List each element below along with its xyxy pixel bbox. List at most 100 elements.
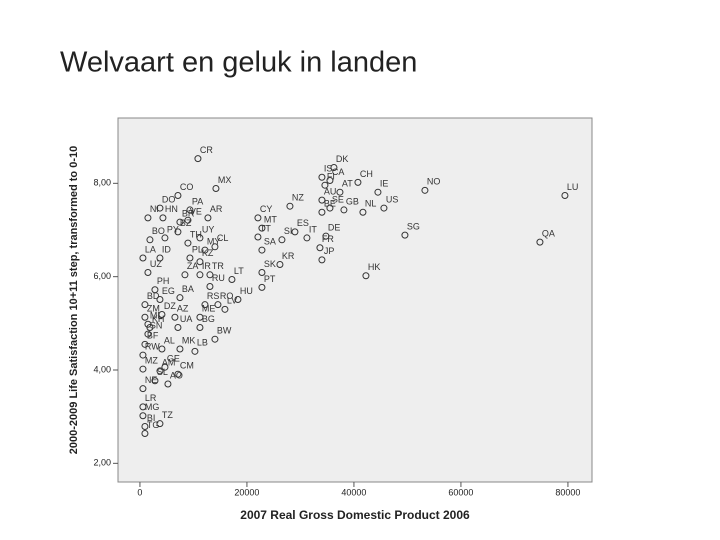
point xyxy=(286,202,294,210)
point-label: AM xyxy=(162,357,176,367)
point-label: AU xyxy=(324,187,337,197)
point xyxy=(151,286,159,294)
point xyxy=(401,231,409,239)
point xyxy=(211,335,219,343)
point xyxy=(303,234,311,242)
point xyxy=(161,363,169,371)
point xyxy=(206,282,214,290)
point xyxy=(336,188,344,196)
point xyxy=(228,275,236,283)
point-label: UY xyxy=(202,224,215,234)
point xyxy=(201,246,209,254)
point xyxy=(174,370,182,378)
point xyxy=(144,320,152,328)
point-label: RU xyxy=(212,273,225,283)
point xyxy=(326,177,334,185)
point xyxy=(196,324,204,332)
point-label: PT xyxy=(264,274,276,284)
point xyxy=(206,271,214,279)
point xyxy=(330,163,338,171)
point xyxy=(181,271,189,279)
point xyxy=(176,294,184,302)
point xyxy=(174,228,182,236)
point xyxy=(174,324,182,332)
chart-title: Welvaart en geluk in landen xyxy=(60,47,417,79)
x-tick-label: 0 xyxy=(137,487,142,497)
point xyxy=(374,188,382,196)
point-label: BO xyxy=(152,226,165,236)
point xyxy=(139,403,147,411)
point xyxy=(201,301,209,309)
point xyxy=(212,184,220,192)
point xyxy=(318,196,326,204)
point-label: MK xyxy=(182,335,196,345)
point-label: BG xyxy=(202,314,215,324)
point-label: NO xyxy=(427,177,441,187)
point xyxy=(196,313,204,321)
point-label: BW xyxy=(217,326,232,336)
point-label: BZ xyxy=(180,218,192,228)
point xyxy=(362,272,370,280)
point xyxy=(184,239,192,247)
y-tick-label: 6,00 xyxy=(93,271,111,281)
point-label: HN xyxy=(165,204,178,214)
point xyxy=(254,214,262,222)
point-label: HU xyxy=(240,286,253,296)
point-label: MT xyxy=(264,215,277,225)
point xyxy=(158,345,166,353)
point-label: CA xyxy=(332,167,345,177)
point xyxy=(139,412,147,420)
point xyxy=(258,224,266,232)
point xyxy=(204,214,212,222)
point xyxy=(174,191,182,199)
point-label: LV xyxy=(227,296,237,306)
point-label: RO xyxy=(220,291,234,301)
point-label: BD xyxy=(147,291,160,301)
point xyxy=(191,347,199,355)
point xyxy=(161,234,169,242)
point xyxy=(221,305,229,313)
y-tick-label: 8,00 xyxy=(93,178,111,188)
point xyxy=(254,233,262,241)
point-label: CL xyxy=(217,233,229,243)
point xyxy=(141,340,149,348)
point-label: AR xyxy=(210,204,223,214)
point-label: TT xyxy=(260,223,271,233)
point-label: NE xyxy=(145,375,158,385)
point-label: NZ xyxy=(292,193,304,203)
point xyxy=(291,228,299,236)
point xyxy=(194,155,202,163)
point-label: ME xyxy=(202,304,216,314)
point xyxy=(156,420,164,428)
point-label: SG xyxy=(407,222,420,232)
point-label: US xyxy=(386,194,399,204)
point-label: MX xyxy=(218,175,232,185)
point-label: SA xyxy=(264,236,276,246)
point xyxy=(159,214,167,222)
point-label: UA xyxy=(180,314,193,324)
point-label: DK xyxy=(336,154,349,164)
point xyxy=(176,345,184,353)
point xyxy=(258,246,266,254)
point xyxy=(146,236,154,244)
point-label: ES xyxy=(297,218,309,228)
point-label: ZM xyxy=(147,304,160,314)
point xyxy=(318,208,326,216)
point-label: KH xyxy=(152,314,165,324)
point-label: BR xyxy=(182,208,195,218)
point xyxy=(278,236,286,244)
point xyxy=(211,243,219,251)
point-label: RW xyxy=(145,341,160,351)
point-label: LA xyxy=(145,244,156,254)
point-label: LU xyxy=(567,182,579,192)
point-label: NI xyxy=(150,204,159,214)
point-label: PY xyxy=(167,224,179,234)
point xyxy=(141,429,149,437)
point xyxy=(536,238,544,246)
point xyxy=(156,254,164,262)
point-label: QA xyxy=(542,229,555,239)
point xyxy=(258,268,266,276)
point-label: EG xyxy=(162,286,175,296)
point xyxy=(561,191,569,199)
point-label: AT xyxy=(342,179,353,189)
